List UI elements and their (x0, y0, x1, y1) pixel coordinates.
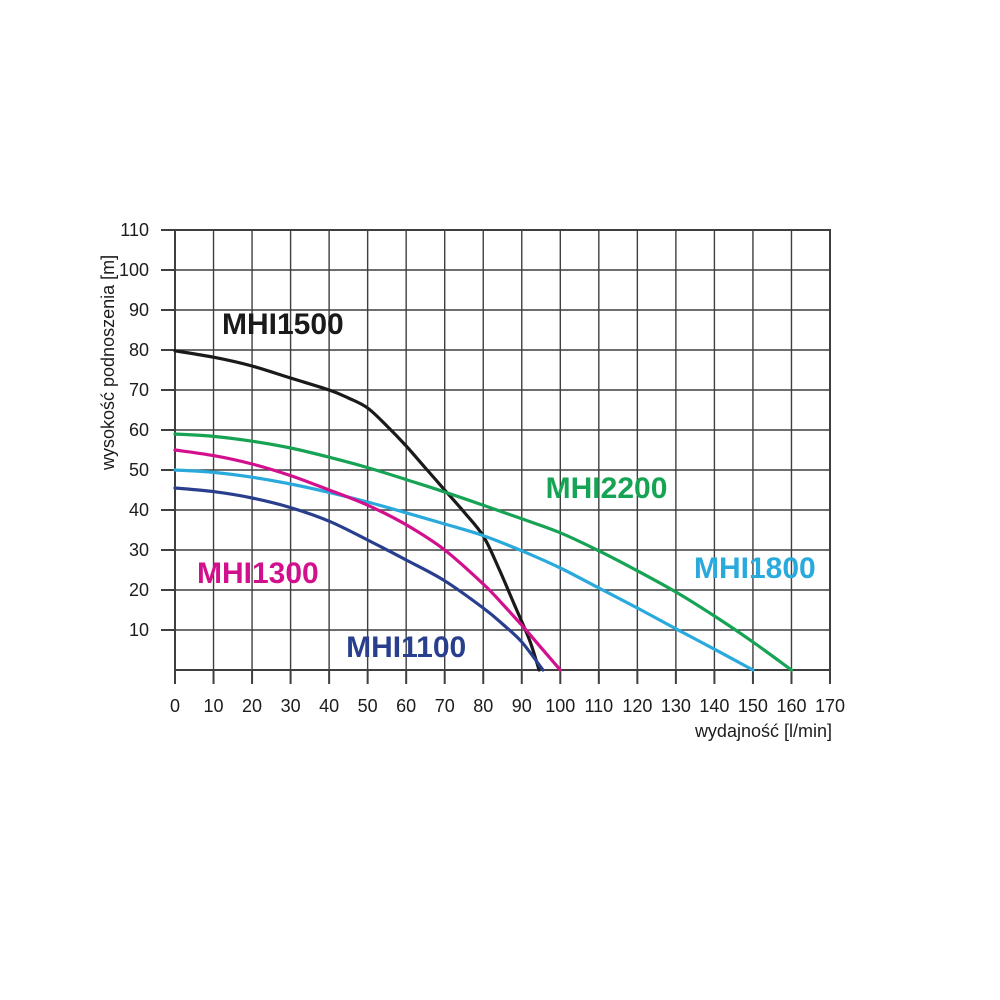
x-tick-label: 140 (699, 696, 729, 716)
x-tick-label: 20 (242, 696, 262, 716)
y-tick-label: 80 (129, 340, 149, 360)
x-tick-label: 40 (319, 696, 339, 716)
y-tick-label: 10 (129, 620, 149, 640)
x-tick-label: 80 (473, 696, 493, 716)
y-tick-label: 30 (129, 540, 149, 560)
curve-label-mhi1300: MHI1300 (197, 557, 319, 590)
grid-layer (175, 230, 830, 670)
x-tick-label: 120 (622, 696, 652, 716)
y-tick-label: 110 (120, 220, 149, 240)
x-tick-label: 30 (281, 696, 301, 716)
x-axis-title: wydajność [l/min] (694, 721, 832, 741)
y-tick-label: 70 (129, 380, 149, 400)
curve-label-mhi2200: MHI2200 (546, 472, 668, 505)
x-tick-label: 50 (358, 696, 378, 716)
curve-label-mhi1500: MHI1500 (222, 308, 344, 341)
curve-label-mhi1100: MHI1100 (346, 631, 466, 664)
x-tick-label: 60 (396, 696, 416, 716)
x-tick-label: 70 (435, 696, 455, 716)
x-tick-label: 100 (545, 696, 575, 716)
x-tick-label: 160 (776, 696, 806, 716)
x-tick-label: 150 (738, 696, 768, 716)
curve-label-mhi1800: MHI1800 (694, 552, 816, 585)
tick-layer: 0 10 20 30 40 50 60 70 80 90 100 110 120 130 140 150 160… (119, 220, 845, 716)
curve-mhi1300 (173, 448, 562, 672)
y-tick-label: 20 (129, 580, 149, 600)
curve-mhi1100 (173, 486, 545, 672)
x-tick-label: 170 (815, 696, 845, 716)
y-tick-label: 100 (119, 260, 149, 280)
curve-mhi2200 (173, 432, 794, 672)
y-tick-label: 50 (129, 460, 149, 480)
curve-layer (173, 349, 794, 672)
x-tick-label: 130 (661, 696, 691, 716)
curve-label-layer: MHI1500 MHI2200 MHI1800 MHI1300 MHI1100 (197, 308, 816, 664)
x-tick-label: 110 (584, 696, 613, 716)
y-tick-label: 90 (129, 300, 149, 320)
curve-mhi1800 (173, 468, 755, 672)
y-axis-title: wysokość podnoszenia [m] (98, 255, 118, 471)
y-tick-label: 40 (129, 500, 149, 520)
x-tick-label: 0 (170, 696, 180, 716)
curve-mhi1500 (173, 349, 541, 672)
x-tick-label: 10 (204, 696, 224, 716)
y-tick-label: 60 (129, 420, 149, 440)
x-tick-label: 90 (512, 696, 532, 716)
